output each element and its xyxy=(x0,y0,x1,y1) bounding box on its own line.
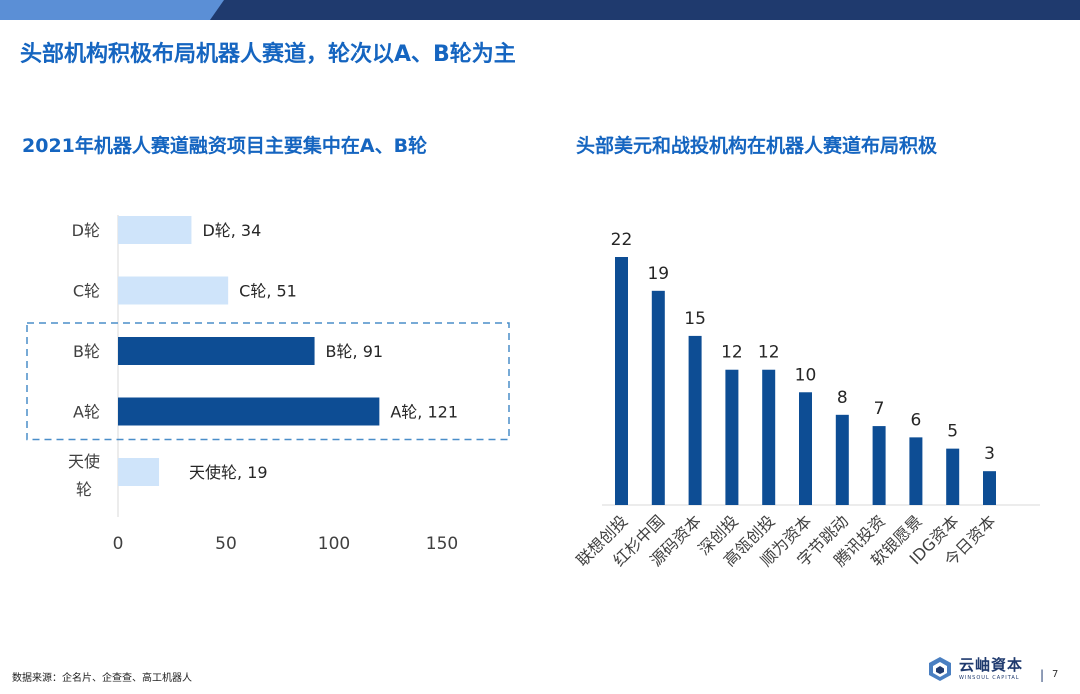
bar-10 xyxy=(946,448,960,505)
company-logo: 云岫資本 WINSOUL CAPITAL xyxy=(927,656,1023,682)
data-label: 6 xyxy=(910,410,921,430)
category-label: A轮 xyxy=(73,403,100,422)
data-label: 5 xyxy=(947,422,958,442)
bar-6 xyxy=(799,392,812,505)
data-label: A轮, 121 xyxy=(390,403,458,422)
data-label: 12 xyxy=(758,343,780,363)
slide-title: 头部机构积极布局机器人赛道，轮次以A、B轮为主 xyxy=(20,42,516,67)
data-source-note: 数据来源：企名片、企查查、高工机器人 xyxy=(12,673,192,684)
bar-5 xyxy=(118,458,160,486)
funding-round-bar-chart: D轮 D轮, 34 C轮 C轮, 51 B轮 B轮, 91 A轮 A轮, 121 天使轮 天使轮,… xyxy=(26,215,510,554)
bar-11 xyxy=(983,471,996,505)
page-separator: | xyxy=(1040,668,1045,682)
data-label: C轮, 51 xyxy=(239,282,297,301)
bar-1 xyxy=(615,257,628,505)
category-label: 天使 xyxy=(68,452,100,471)
data-label: 19 xyxy=(647,264,669,284)
data-label: 15 xyxy=(684,309,706,329)
logo-english-name: WINSOUL CAPITAL xyxy=(959,674,1020,681)
bar-4 xyxy=(725,369,739,505)
bar-3 xyxy=(688,335,702,505)
bar-8 xyxy=(872,426,886,505)
left-chart-title: 2021年机器人赛道融资项目主要集中在A、B轮 xyxy=(22,135,428,157)
top-accent-bar-dark xyxy=(210,0,1080,20)
category-label: D轮 xyxy=(72,221,100,240)
x-tick-label: 0 xyxy=(113,534,124,554)
data-label: 22 xyxy=(611,230,633,250)
investor-bar-chart: 22联想创投19红杉中国15源码资本12深创投12高瓴创投10顺为资本8字节跳动… xyxy=(573,230,1040,570)
x-tick-label: 150 xyxy=(426,534,458,554)
category-label: 轮 xyxy=(76,480,92,499)
winsoul-logo-icon xyxy=(929,657,951,681)
bar-3 xyxy=(118,337,315,365)
data-label: 3 xyxy=(984,444,995,464)
bar-4 xyxy=(118,397,380,426)
bar-9 xyxy=(909,437,923,505)
highlight-box xyxy=(26,322,510,441)
category-label: C轮 xyxy=(73,282,100,301)
data-label: B轮, 91 xyxy=(326,342,384,361)
x-tick-label: 50 xyxy=(215,534,237,554)
data-label: D轮, 34 xyxy=(202,221,261,240)
top-accent-bar-light xyxy=(0,0,228,20)
data-label: 天使轮, 19 xyxy=(189,463,268,482)
bar-2 xyxy=(651,290,665,505)
page-number: 7 xyxy=(1052,669,1059,680)
x-tick-label: 100 xyxy=(318,534,350,554)
bar-2 xyxy=(118,276,229,305)
bar-5 xyxy=(762,369,776,505)
data-label: 12 xyxy=(721,343,743,363)
logo-chinese-name: 云岫資本 xyxy=(959,655,1024,674)
bar-1 xyxy=(118,216,192,244)
data-label: 7 xyxy=(874,399,885,419)
data-label: 8 xyxy=(837,388,848,408)
category-label: B轮 xyxy=(73,342,100,361)
data-label: 10 xyxy=(795,365,817,385)
bar-7 xyxy=(835,414,849,505)
right-chart-title: 头部美元和战投机构在机器人赛道布局积极 xyxy=(576,135,938,157)
